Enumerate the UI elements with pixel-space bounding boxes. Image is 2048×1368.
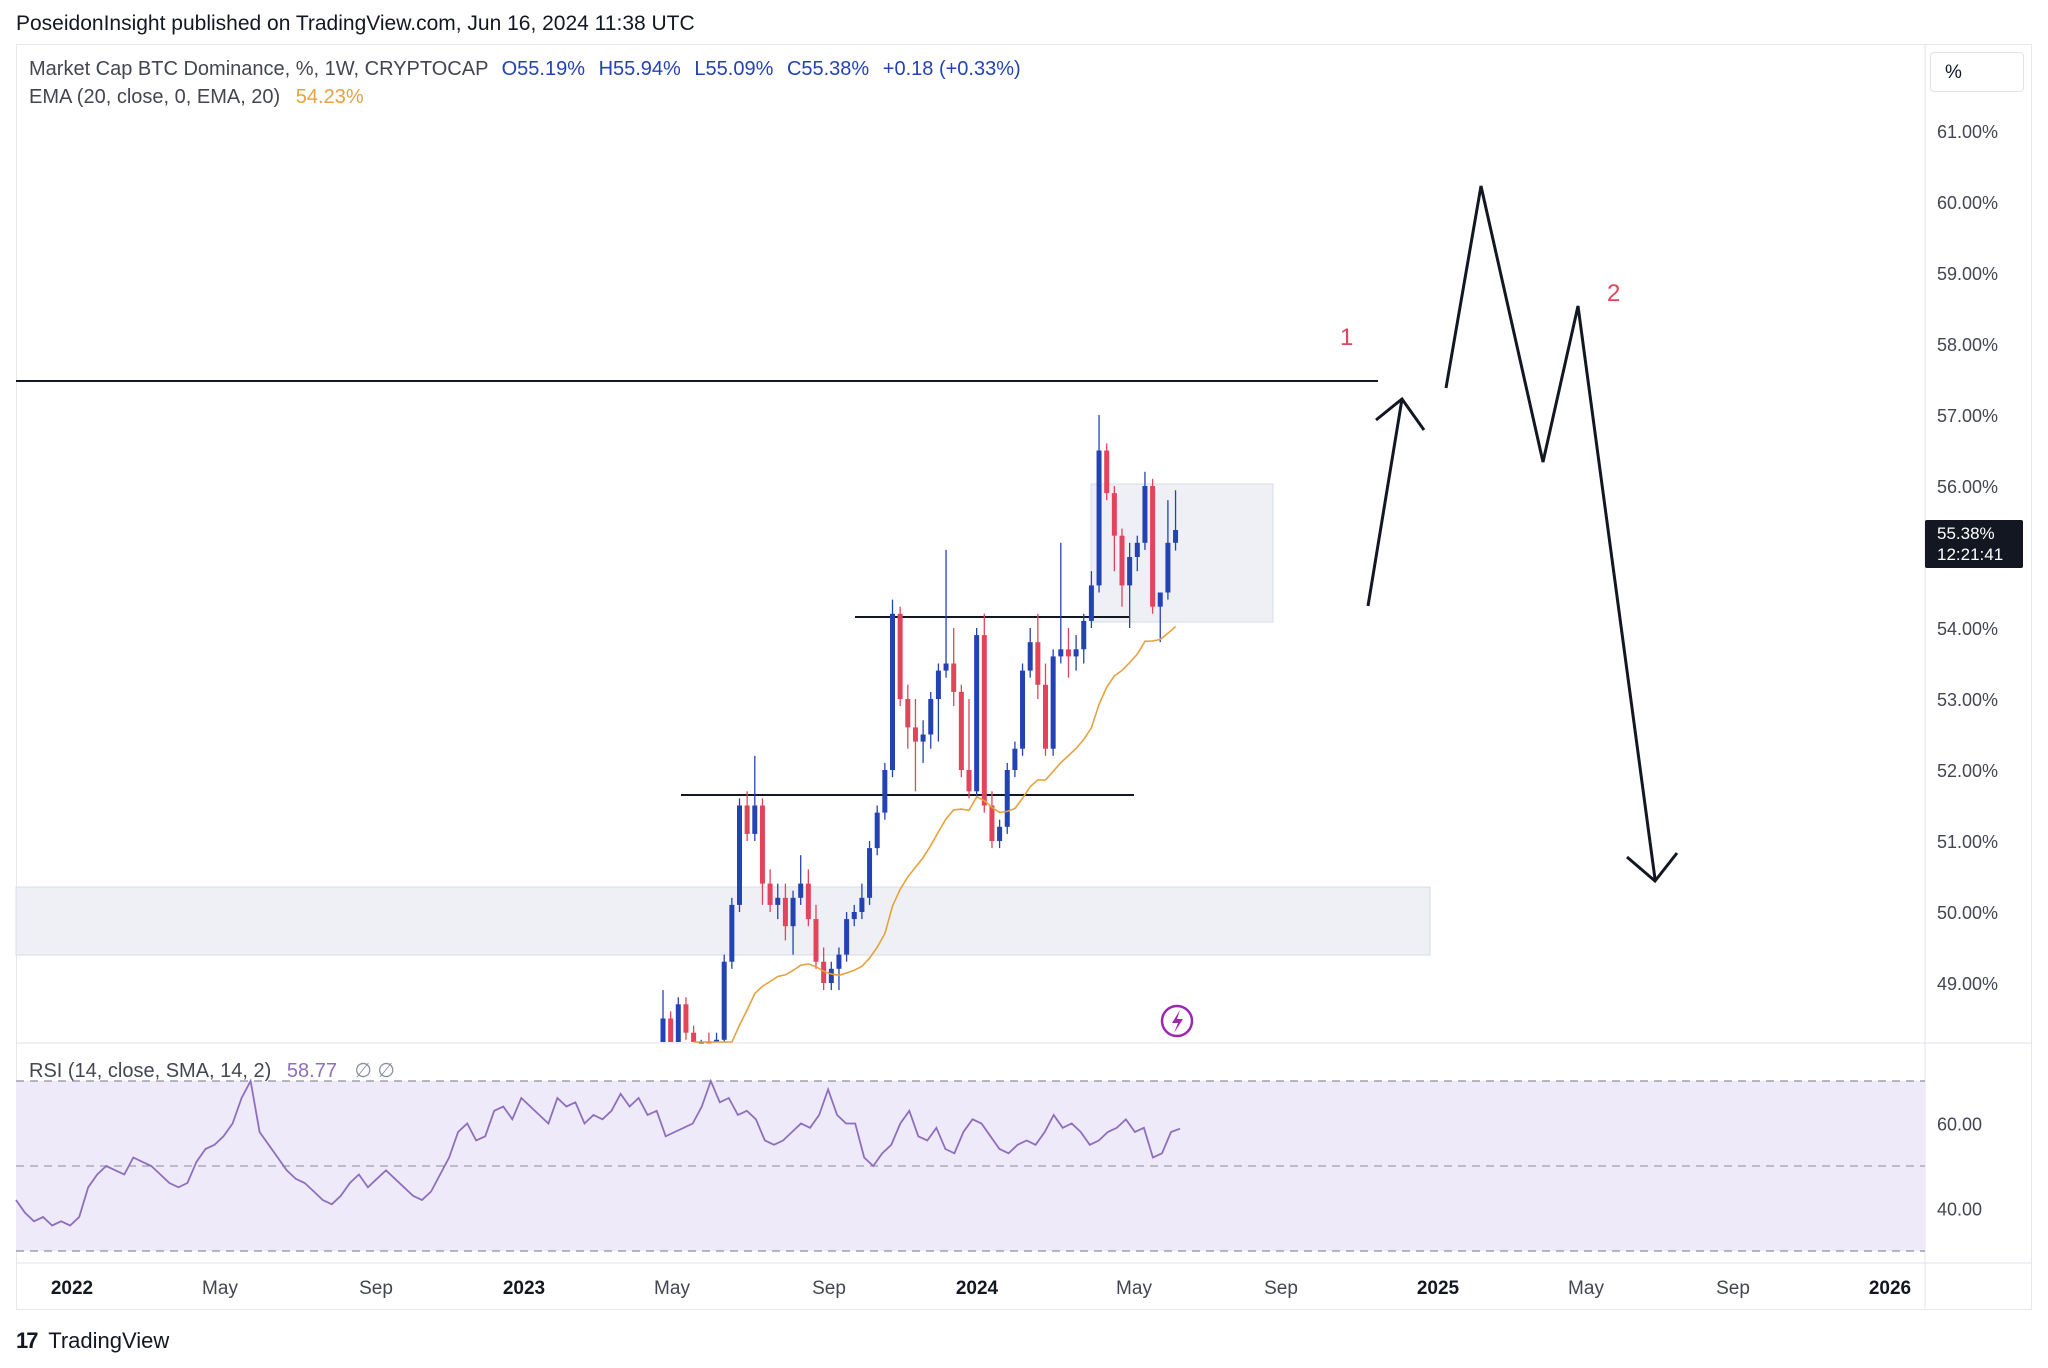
rsi-legend: RSI (14, close, SMA, 14, 2) 58.77 ∅ ∅ (29, 1058, 395, 1083)
symbol-legend: Market Cap BTC Dominance, %, 1W, CRYPTOC… (29, 58, 1021, 81)
low-value: L55.09% (694, 58, 774, 80)
bar-countdown: 12:21:41 (1937, 545, 2004, 564)
symbol-name[interactable]: Market Cap BTC Dominance, %, 1W, CRYPTOC… (29, 58, 489, 80)
rsi-symbols: ∅ ∅ (354, 1060, 395, 1082)
ema-label[interactable]: EMA (20, close, 0, EMA, 20) (29, 86, 281, 108)
rsi-value: 58.77 (286, 1060, 337, 1082)
published-line: PoseidonInsight published on TradingView… (16, 12, 695, 35)
tradingview-logo-icon: 17 (16, 1328, 39, 1353)
open-value: O55.19% (501, 58, 585, 80)
chart-frame[interactable] (16, 44, 2032, 1310)
close-value: C55.38% (786, 58, 870, 80)
current-price-value: 55.38% (1937, 524, 1995, 543)
brand-name: TradingView (48, 1328, 170, 1353)
ema-value: 54.23% (295, 86, 364, 108)
high-value: H55.94% (598, 58, 681, 80)
change-value: +0.18 (+0.33%) (882, 58, 1021, 80)
current-price-tag: 55.38% 12:21:41 (1925, 520, 2023, 568)
unit-toggle-button[interactable]: % (1930, 52, 2024, 92)
ema-legend: EMA (20, close, 0, EMA, 20) 54.23% (29, 86, 364, 109)
footer-brand[interactable]: 17 TradingView (16, 1328, 169, 1354)
rsi-label[interactable]: RSI (14, close, SMA, 14, 2) (29, 1060, 272, 1082)
